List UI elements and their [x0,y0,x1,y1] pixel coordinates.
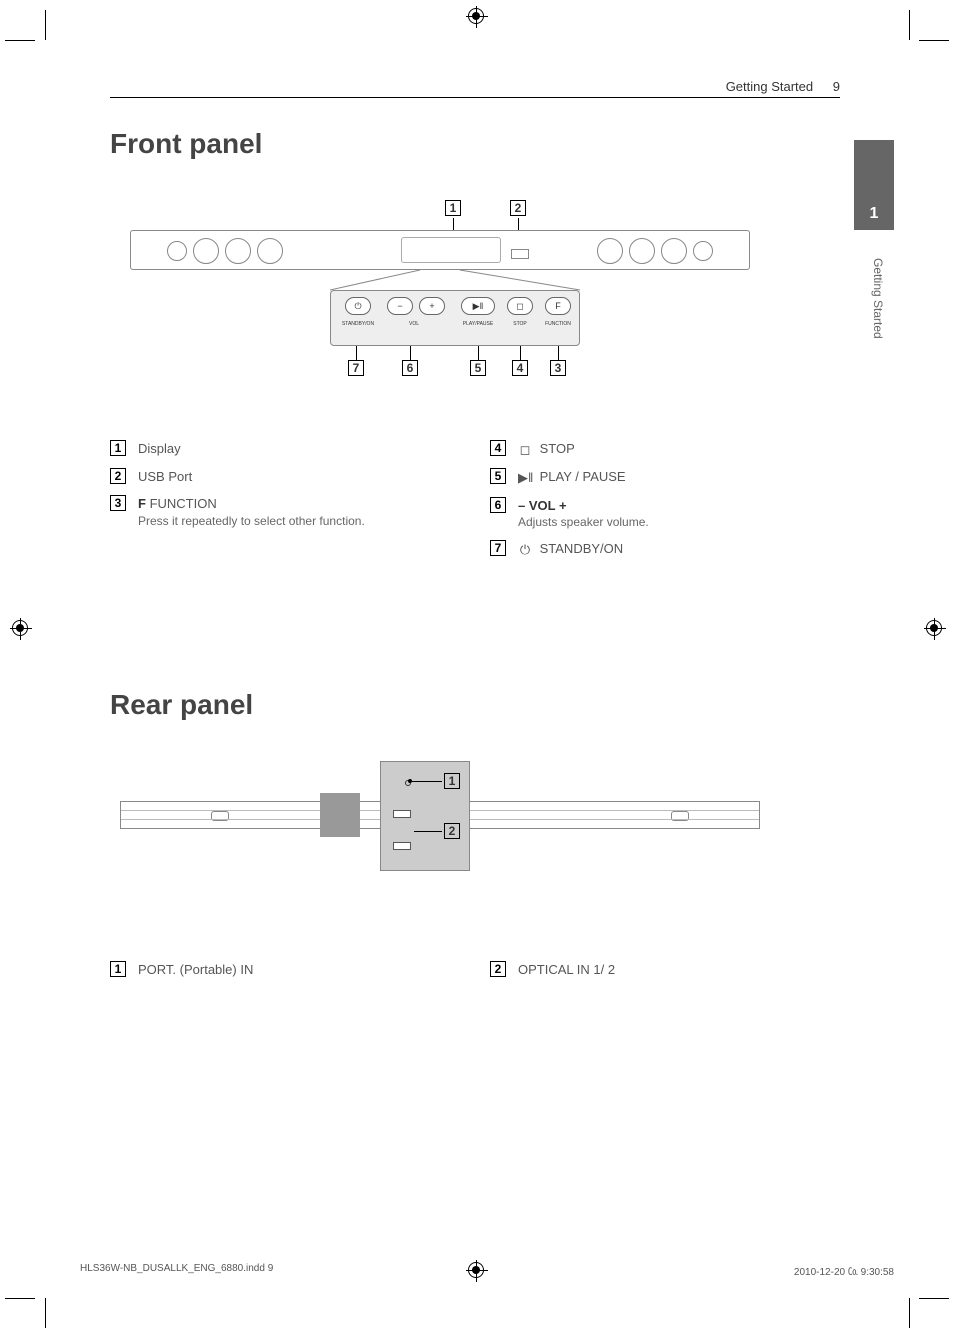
play-pause-icon: ▶‖ [461,297,495,315]
callout-line [410,346,411,360]
display-panel [401,237,501,263]
power-icon: ⏻ [518,541,532,559]
rear-legend: 1 PORT. (Portable) IN 2 OPTICAL IN 1/ 2 [110,961,840,989]
control-panel-zoom: ⏻ − + ▶‖ ◻ F STANDBY/ON VOL PLAY/PAUSE S… [330,290,580,346]
callout-2: 2 [510,200,526,216]
callout-line [412,781,442,782]
speaker-icon [193,238,219,264]
legend-item: 4 ◻ STOP [490,440,840,458]
optical-slot [393,810,411,818]
footer-file: HLS36W-NB_DUSALLK_ENG_6880.indd 9 [80,1263,273,1278]
speaker-icon [661,238,687,264]
btn-label: PLAY/PAUSE [461,321,495,327]
vol-minus-icon: − [387,297,413,315]
header-section: Getting Started [726,79,813,94]
optical-slot [393,842,411,850]
speaker-icon [693,241,713,261]
rear-callout-1: 1 [444,773,460,789]
rear-panel-title: Rear panel [110,689,840,721]
speaker-icon [225,238,251,264]
page-footer: HLS36W-NB_DUSALLK_ENG_6880.indd 9 2010-1… [80,1263,894,1278]
btn-label: VOL [397,321,431,327]
legend-item: 1 Display [110,440,460,458]
reg-mark-right [926,620,942,636]
usb-port [511,249,529,259]
chapter-number: 1 [854,140,894,223]
callout-line [558,346,559,360]
play-pause-icon: ▶‖ [518,469,532,487]
callout-line [478,346,479,360]
btn-label: STOP [503,321,537,327]
legend-item: 2 USB Port [110,468,460,486]
speaker-icon [597,238,623,264]
legend-item: 7 ⏻ STANDBY/ON [490,540,840,558]
callout-1: 1 [445,200,461,216]
callout-5: 5 [470,360,486,376]
legend-item: 2 OPTICAL IN 1/ 2 [490,961,840,979]
function-icon: F [545,297,571,315]
legend-item: 3 F FUNCTION Press it repeatedly to sele… [110,495,460,529]
front-panel-diagram: 1 2 ⏻ − + ▶‖ ◻ F STANDBY/ON VOL PLAY/PAU… [110,180,770,400]
btn-label: STANDBY/ON [341,321,375,327]
callout-3: 3 [550,360,566,376]
zoom-lines [330,270,580,292]
rear-block [320,793,360,837]
rear-callout-2: 2 [444,823,460,839]
chapter-tab: 1 [854,140,894,230]
callout-line [414,831,442,832]
callout-line [356,346,357,360]
reg-mark-top [468,8,484,24]
speaker-icon [167,241,187,261]
callout-line [520,346,521,360]
speaker-icon [629,238,655,264]
vol-plus-icon: + [419,297,445,315]
mount-hole [671,811,689,821]
callout-7: 7 [348,360,364,376]
chapter-label: Getting Started [871,258,885,339]
legend-item: 1 PORT. (Portable) IN [110,961,460,979]
speaker-icon [257,238,283,264]
callout-6: 6 [402,360,418,376]
stop-icon: ◻ [518,441,532,459]
legend-item: 6 – VOL + Adjusts speaker volume. [490,497,840,531]
rear-panel-diagram: 1 2 [110,741,770,901]
footer-date: 2010-12-20 ㏇ 9:30:58 [794,1263,894,1278]
mount-hole [211,811,229,821]
callout-4: 4 [512,360,528,376]
page-number: 9 [833,79,840,94]
stop-icon: ◻ [507,297,533,315]
page-header: Getting Started 9 [110,80,840,98]
standby-button-icon: ⏻ [345,297,371,315]
legend-item: 5 ▶‖ PLAY / PAUSE [490,468,840,486]
soundbar-body [130,230,750,270]
callout-dot [408,779,412,783]
reg-mark-left [12,620,28,636]
btn-label: FUNCTION [541,321,575,327]
front-legend: 1 Display 2 USB Port 3 F FUNCTION Press … [110,440,840,569]
front-panel-title: Front panel [110,128,840,160]
